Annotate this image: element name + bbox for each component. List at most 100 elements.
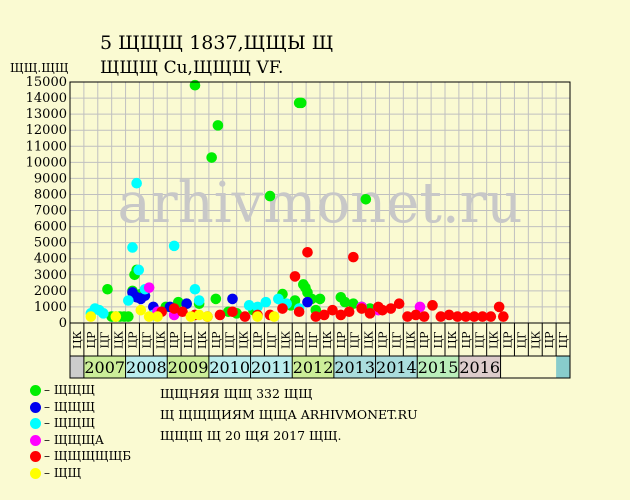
half-year-label: ЦГ [265, 332, 278, 349]
data-point [98, 308, 109, 319]
y-tick-label: 9000 [34, 171, 67, 186]
data-point [493, 301, 505, 313]
data-point [152, 311, 163, 322]
half-year-label: ЦГ [474, 332, 487, 349]
data-point [168, 303, 180, 314]
data-point [360, 193, 372, 205]
y-tick-label: 3000 [34, 268, 67, 283]
legend-label: – ЩЩ [44, 465, 82, 480]
half-year-label: ЦР [377, 331, 390, 349]
data-point [264, 190, 276, 202]
data-point [414, 301, 426, 313]
half-year-label: ЦР [418, 331, 431, 349]
data-point [210, 293, 222, 305]
data-point [214, 309, 226, 321]
data-point [193, 309, 205, 321]
data-point [377, 304, 388, 316]
half-year-label: ЦГ [140, 332, 153, 349]
data-point [202, 311, 213, 322]
half-year-label: ЦК [71, 330, 84, 349]
half-year-label: ЦК [446, 330, 459, 349]
data-point [102, 283, 113, 295]
watermark: arhivmonet.ru [118, 171, 523, 236]
data-point [385, 303, 397, 314]
data-point [123, 311, 134, 322]
data-point [356, 303, 367, 314]
data-point [418, 311, 430, 322]
data-point [252, 311, 263, 322]
data-point [348, 298, 359, 310]
data-point [185, 311, 197, 322]
data-point [133, 264, 145, 276]
data-point [177, 306, 188, 318]
year-cell [167, 356, 209, 378]
y-tick-label: 4000 [34, 252, 67, 267]
data-point [268, 311, 280, 322]
data-point [85, 311, 97, 322]
half-year-label: ЦР [252, 331, 265, 349]
info-line-3: ЩЩЩ Щ 20 ЩЯ 2017 ЩЩ. [160, 428, 342, 443]
legend-label: – ЩЩЩ [44, 399, 95, 414]
data-point [193, 295, 205, 306]
info-block: ЩЩНЯЯ ЩЩ 332 ЩЩ Щ ЩЩЩИЯМ ЩЩА ARHIVMONET.… [160, 383, 418, 446]
half-year-label: ЦГ [307, 332, 320, 349]
half-year-label: ЦГ [99, 332, 112, 349]
year-label: 2014 [376, 358, 417, 377]
data-point [427, 300, 438, 311]
y-tick-label: 14000 [26, 91, 67, 106]
data-point [252, 301, 263, 313]
half-year-label: ЦК [279, 330, 292, 349]
chart-title-line1: 5 ЩЩЩ 1837,ЩЩЫ Щ [100, 32, 334, 54]
data-point [127, 242, 138, 253]
data-point [277, 303, 288, 314]
legend-marker [30, 451, 41, 462]
data-point [402, 311, 413, 322]
year-label: 2007 [84, 358, 125, 377]
legend-marker [30, 401, 41, 413]
data-point [410, 309, 422, 321]
data-point [314, 293, 326, 305]
y-axis-unit: ЩЩ.ЩЩ [10, 61, 69, 75]
year-label: 2015 [418, 358, 459, 377]
year-label: 2008 [126, 358, 167, 377]
data-point [206, 152, 217, 163]
year-cell [375, 356, 418, 378]
data-point [339, 296, 351, 308]
data-point [189, 283, 201, 295]
data-point [498, 311, 509, 322]
data-point [327, 304, 338, 316]
legend-marker [30, 385, 41, 396]
chart-title-line2: ЩЩЩ Cu,ЩЩЩ VF. [100, 58, 284, 78]
half-year-label: ЦК [113, 330, 126, 349]
data-point [302, 296, 313, 308]
half-year-label: ЦК [238, 330, 251, 349]
year-label: 2010 [209, 358, 250, 377]
data-point [393, 298, 405, 310]
data-point [243, 300, 255, 311]
half-year-label: ЦГ [349, 332, 362, 349]
year-cell [83, 356, 126, 378]
data-point [318, 309, 330, 321]
y-tick-label: 0 [59, 316, 67, 331]
data-point [452, 311, 463, 322]
half-year-label: ЦК [321, 330, 334, 349]
legend-label: – ЩЩЩ [44, 383, 95, 397]
corner-cell [70, 356, 84, 378]
half-year-label: ЦК [196, 330, 209, 349]
data-point [227, 293, 238, 305]
half-year-label: ЦГ [515, 332, 528, 349]
y-tick-label: 7000 [34, 204, 67, 219]
year-cell [208, 356, 251, 378]
legend-marker [30, 418, 41, 429]
data-point [260, 296, 272, 308]
data-point [477, 311, 488, 322]
half-year-label: ЦР [502, 331, 515, 349]
half-year-label: ЦР [85, 331, 98, 349]
year-label: 2009 [168, 358, 209, 377]
half-year-label: ЦК [529, 330, 542, 349]
year-cell [250, 356, 293, 378]
year-label: 2016 [459, 358, 500, 377]
data-point [460, 311, 472, 322]
y-tick-label: 8000 [34, 187, 67, 202]
half-year-label: ЦР [210, 331, 223, 349]
